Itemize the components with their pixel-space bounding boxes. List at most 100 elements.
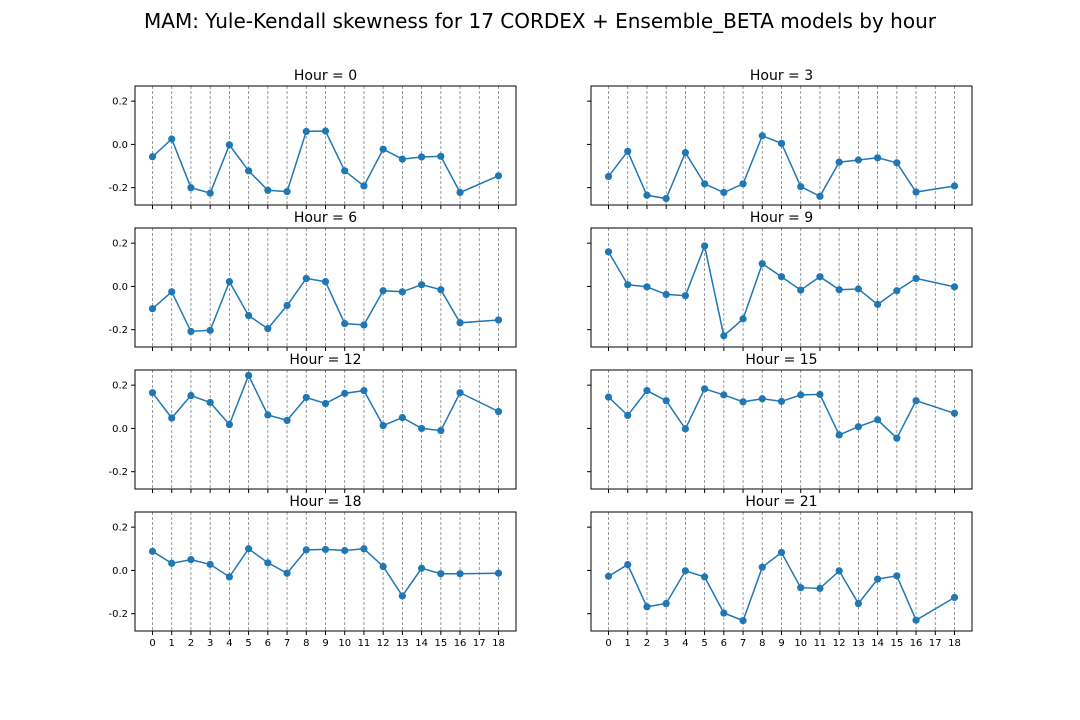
data-point: [245, 312, 253, 320]
data-point: [245, 371, 253, 380]
x-tick-label: 18: [492, 638, 505, 649]
x-tick-label: 11: [358, 638, 371, 649]
y-tick-label: 0.0: [112, 424, 128, 435]
subplot-hour-9: Hour = 9: [587, 210, 973, 351]
data-point: [720, 188, 728, 197]
figure-title: MAM: Yule-Kendall skewness for 17 CORDEX…: [144, 9, 936, 33]
data-point: [206, 398, 214, 407]
data-point: [681, 149, 689, 157]
data-point: [341, 546, 349, 555]
data-point: [701, 385, 709, 393]
data-point: [604, 172, 613, 181]
data-point: [168, 414, 176, 422]
data-point: [893, 434, 901, 442]
x-tick-label: 16: [910, 638, 923, 649]
data-point: [437, 286, 445, 294]
data-point: [643, 191, 651, 199]
data-point: [148, 547, 157, 555]
data-point: [148, 389, 157, 397]
x-tick-label: 5: [701, 638, 707, 649]
y-tick-label: -0.2: [108, 325, 128, 336]
data-point: [187, 327, 195, 336]
data-point: [720, 391, 728, 399]
data-point: [456, 389, 464, 397]
subplot-title: Hour = 21: [745, 494, 817, 510]
x-tick-label: 0: [149, 638, 155, 649]
data-point: [494, 172, 503, 180]
data-point: [321, 127, 330, 135]
data-point: [739, 315, 747, 323]
subplot-title: Hour = 12: [289, 352, 361, 368]
data-point: [758, 260, 766, 268]
data-point: [187, 556, 195, 564]
data-point: [264, 411, 272, 419]
data-point: [398, 592, 406, 600]
data-point: [854, 156, 862, 164]
data-point: [418, 153, 426, 161]
data-point: [264, 325, 272, 333]
data-point: [437, 426, 445, 435]
subplot-title: Hour = 0: [294, 68, 357, 84]
x-tick-label: 5: [245, 638, 251, 649]
data-point: [418, 424, 426, 433]
data-point: [912, 188, 920, 196]
x-tick-label: 6: [265, 638, 271, 649]
data-point: [168, 135, 176, 143]
data-point: [494, 316, 503, 324]
data-point: [225, 420, 233, 429]
data-point: [264, 186, 272, 194]
data-point: [604, 572, 613, 580]
x-tick-label: 8: [303, 638, 309, 649]
data-point: [912, 274, 920, 283]
data-point: [302, 274, 310, 283]
data-point: [418, 281, 426, 289]
data-point: [835, 158, 843, 166]
y-tick-label: 0.2: [112, 523, 128, 534]
data-point: [681, 292, 689, 300]
y-tick-label: 0.0: [112, 140, 128, 151]
x-tick-label: 6: [721, 638, 727, 649]
data-point: [302, 127, 310, 136]
x-tick-label: 7: [284, 638, 290, 649]
x-tick-label: 11: [814, 638, 827, 649]
y-tick-label: 0.2: [112, 381, 128, 392]
subplot-hour-6: Hour = 6 -0.2 0.0 0.2: [108, 210, 517, 351]
data-point: [604, 393, 613, 401]
y-tick-label: 0.0: [112, 282, 128, 293]
data-point: [206, 560, 214, 568]
data-point: [701, 573, 709, 581]
data-point: [321, 399, 330, 408]
subplot-title: Hour = 18: [289, 494, 361, 510]
data-point: [797, 584, 805, 592]
x-tick-label: 1: [169, 638, 175, 649]
data-point: [494, 407, 503, 416]
x-tick-label: 12: [833, 638, 846, 649]
data-point: [950, 283, 959, 291]
data-point: [437, 152, 445, 160]
data-point: [854, 599, 862, 608]
data-point: [187, 391, 195, 400]
data-point: [835, 567, 843, 575]
data-point: [739, 398, 747, 406]
x-tick-label: 14: [415, 638, 428, 649]
data-point: [302, 546, 310, 554]
data-point: [341, 389, 349, 397]
data-point: [283, 301, 291, 310]
y-tick-label: -0.2: [108, 609, 128, 620]
data-point: [662, 599, 670, 608]
x-tick-label: 4: [226, 638, 232, 649]
subplot-title: Hour = 15: [745, 352, 817, 368]
data-point: [739, 617, 747, 625]
data-point: [720, 609, 728, 617]
data-point: [893, 572, 901, 580]
data-point: [379, 562, 387, 571]
data-point: [681, 425, 689, 433]
data-point: [206, 326, 214, 334]
x-tick-label: 12: [377, 638, 390, 649]
data-point: [758, 132, 766, 140]
data-point: [321, 545, 330, 554]
data-point: [835, 286, 843, 294]
data-point: [777, 273, 786, 281]
data-point: [604, 248, 613, 256]
